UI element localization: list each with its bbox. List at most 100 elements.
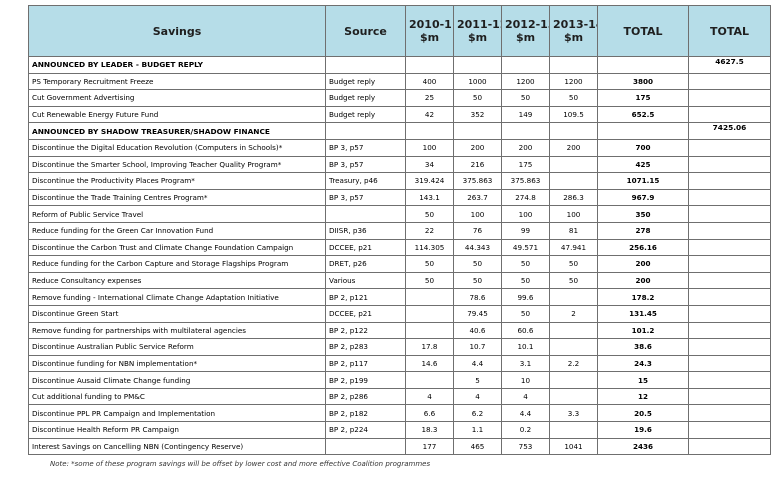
cell [688,288,771,306]
amount: 1200 [549,72,598,91]
row: Remove funding - International Climate C… [28,288,771,306]
amount: 4.4 [501,404,550,423]
amount: 99 [501,221,550,240]
amount: 15 [597,371,689,389]
amount: 25 [405,89,454,107]
header-row: SavingsSource2010-11$m2011-12$m2012-13$m… [28,5,771,57]
section-heading: ANNOUNCED BY LEADER - BUDGET REPLY [28,56,326,74]
amount: 286.3 [549,188,598,207]
cell [688,338,771,356]
amount: 4 [501,387,550,406]
amount: 24.3 [597,354,689,373]
amount: 6.2 [453,404,502,423]
cell [549,56,598,74]
cell [405,56,454,74]
amount: 20.5 [597,404,689,423]
item: Remove funding for partnerships with mul… [28,321,326,340]
amount: 18.3 [405,421,454,439]
amount: 2 [549,304,598,323]
header-text: $m [467,31,488,44]
amount: 400 [405,72,454,91]
row: Discontinue PPL PR Campaign and Implemen… [28,404,771,423]
source: BP 2, p122 [325,321,406,340]
item: Cut Government Advertising [28,89,326,107]
row: Remove funding for partnerships with mul… [28,321,771,340]
item: Discontinue Health Reform PR Campaign [28,421,326,439]
section-row: ANNOUNCED BY LEADER - BUDGET REPLY 4627.5 [28,56,771,74]
row: Reduce funding for the Green Car Innovat… [28,221,771,240]
cell [688,387,771,406]
amount: 4 [405,387,454,406]
cell [549,122,598,140]
amount: 2436 [597,437,689,456]
source: BP 3, p57 [325,155,406,174]
cell [325,56,406,74]
column-header: 2011-12$m [453,5,502,57]
amount: 60.6 [501,321,550,340]
cell [688,205,771,223]
row: PS Temporary Recruitment Freeze Budget re… [28,72,771,91]
header-text: Savings [152,24,202,38]
amount: 109.5 [549,105,598,124]
amount: 175 [597,89,689,107]
item: Discontinue Green Start [28,304,326,323]
amount: 100 [549,205,598,223]
cell [688,221,771,240]
amount: 1000 [453,72,502,91]
cell [688,255,771,273]
amount: 6.6 [405,404,454,423]
amount: 50 [453,271,502,290]
item: Cut Renewable Energy Future Fund [28,105,326,124]
amount: 200 [597,271,689,290]
amount: 753 [501,437,550,456]
amount [549,172,598,190]
cell [453,56,502,74]
amount: 177 [405,437,454,456]
amount: 100 [453,205,502,223]
source: BP 2, p283 [325,338,406,356]
header-text: 2013-14 [553,18,597,31]
amount: 350 [597,205,689,223]
column-header: 2012-13$m [501,5,550,57]
amount: 700 [597,138,689,157]
item: PS Temporary Recruitment Freeze [28,72,326,91]
amount: 5 [453,371,502,389]
header-text: Source [344,24,387,38]
header-text: 2012-13 [505,18,549,31]
source: Budget reply [325,105,406,124]
amount: 216 [453,155,502,174]
row: Cut additional funding to PM&C BP 2, p286… [28,387,771,406]
cell [501,56,550,74]
amount: 50 [501,89,550,107]
amount: 40.6 [453,321,502,340]
amount: 50 [501,271,550,290]
row: Interest Savings on Cancelling NBN (Cont… [28,437,771,456]
row: Discontinue Australian Public Service Re… [28,338,771,356]
item: Reduce funding for the Green Car Innovat… [28,221,326,240]
amount: 19.6 [597,421,689,439]
item: Discontinue Australian Public Service Re… [28,338,326,356]
amount: 149 [501,105,550,124]
amount: 465 [453,437,502,456]
amount: 50 [453,255,502,273]
item: Reduce Consultancy expenses [28,271,326,290]
amount [549,371,598,389]
source: DCCEE, p21 [325,304,406,323]
row: Cut Government Advertising Budget reply 25… [28,89,771,107]
cell [688,321,771,340]
column-header: 2010-11$m [405,5,454,57]
amount: 1200 [501,72,550,91]
amount [549,338,598,356]
row: Discontinue the Productivity Places Prog… [28,172,771,190]
amount: 44.343 [453,238,502,257]
amount: 375.863 [501,172,550,190]
amount [405,304,454,323]
amount: 50 [405,271,454,290]
amount: 100 [501,205,550,223]
cell [453,122,502,140]
amount: 114.305 [405,238,454,257]
item: Discontinue the Productivity Places Prog… [28,172,326,190]
source [325,205,406,223]
section-total: 4627.5 [688,56,771,74]
cell [688,371,771,389]
